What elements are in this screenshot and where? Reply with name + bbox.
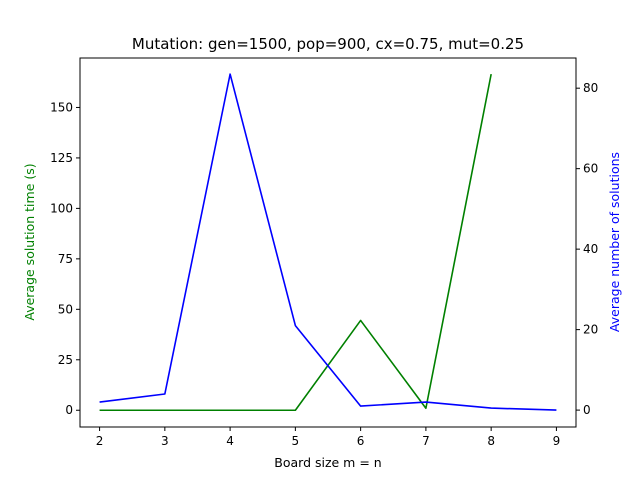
y-left-tick-label: 75 bbox=[58, 252, 73, 266]
x-tick-label: 9 bbox=[553, 434, 561, 448]
x-tick-label: 7 bbox=[422, 434, 430, 448]
y-axis-left: 0 25 50 75 100 125 150 bbox=[50, 100, 80, 417]
y-right-tick-label: 60 bbox=[583, 162, 598, 176]
y-left-tick-label: 125 bbox=[50, 151, 73, 165]
x-axis: 2 3 4 5 6 7 8 9 bbox=[96, 427, 560, 448]
x-tick-label: 2 bbox=[96, 434, 104, 448]
y-right-tick-label: 0 bbox=[583, 403, 591, 417]
y-axis-right: 0 20 40 60 80 bbox=[576, 81, 598, 417]
y-left-tick-label: 100 bbox=[50, 201, 73, 215]
y-right-tick-label: 80 bbox=[583, 81, 598, 95]
x-tick-label: 3 bbox=[161, 434, 169, 448]
plot-frame bbox=[79, 57, 577, 428]
x-tick-label: 6 bbox=[357, 434, 365, 448]
y-left-tick-label: 50 bbox=[58, 302, 73, 316]
y-left-tick-label: 25 bbox=[58, 353, 73, 367]
x-tick-label: 5 bbox=[292, 434, 300, 448]
y-left-tick-label: 150 bbox=[50, 100, 73, 114]
y-left-tick-label: 0 bbox=[65, 403, 73, 417]
series-line-time bbox=[99, 73, 492, 412]
series-layer bbox=[99, 73, 557, 412]
y-axis-left-label: Average solution time (s) bbox=[22, 163, 37, 320]
chart-title: Mutation: gen=1500, pop=900, cx=0.75, mu… bbox=[132, 35, 524, 53]
x-tick-label: 4 bbox=[226, 434, 234, 448]
y-axis-right-label: Average number of solutions bbox=[607, 152, 622, 332]
series-line-solutions bbox=[99, 73, 557, 411]
y-right-tick-label: 40 bbox=[583, 242, 598, 256]
x-axis-label: Board size m = n bbox=[274, 455, 381, 470]
x-tick-label: 8 bbox=[487, 434, 495, 448]
y-right-tick-label: 20 bbox=[583, 323, 598, 337]
